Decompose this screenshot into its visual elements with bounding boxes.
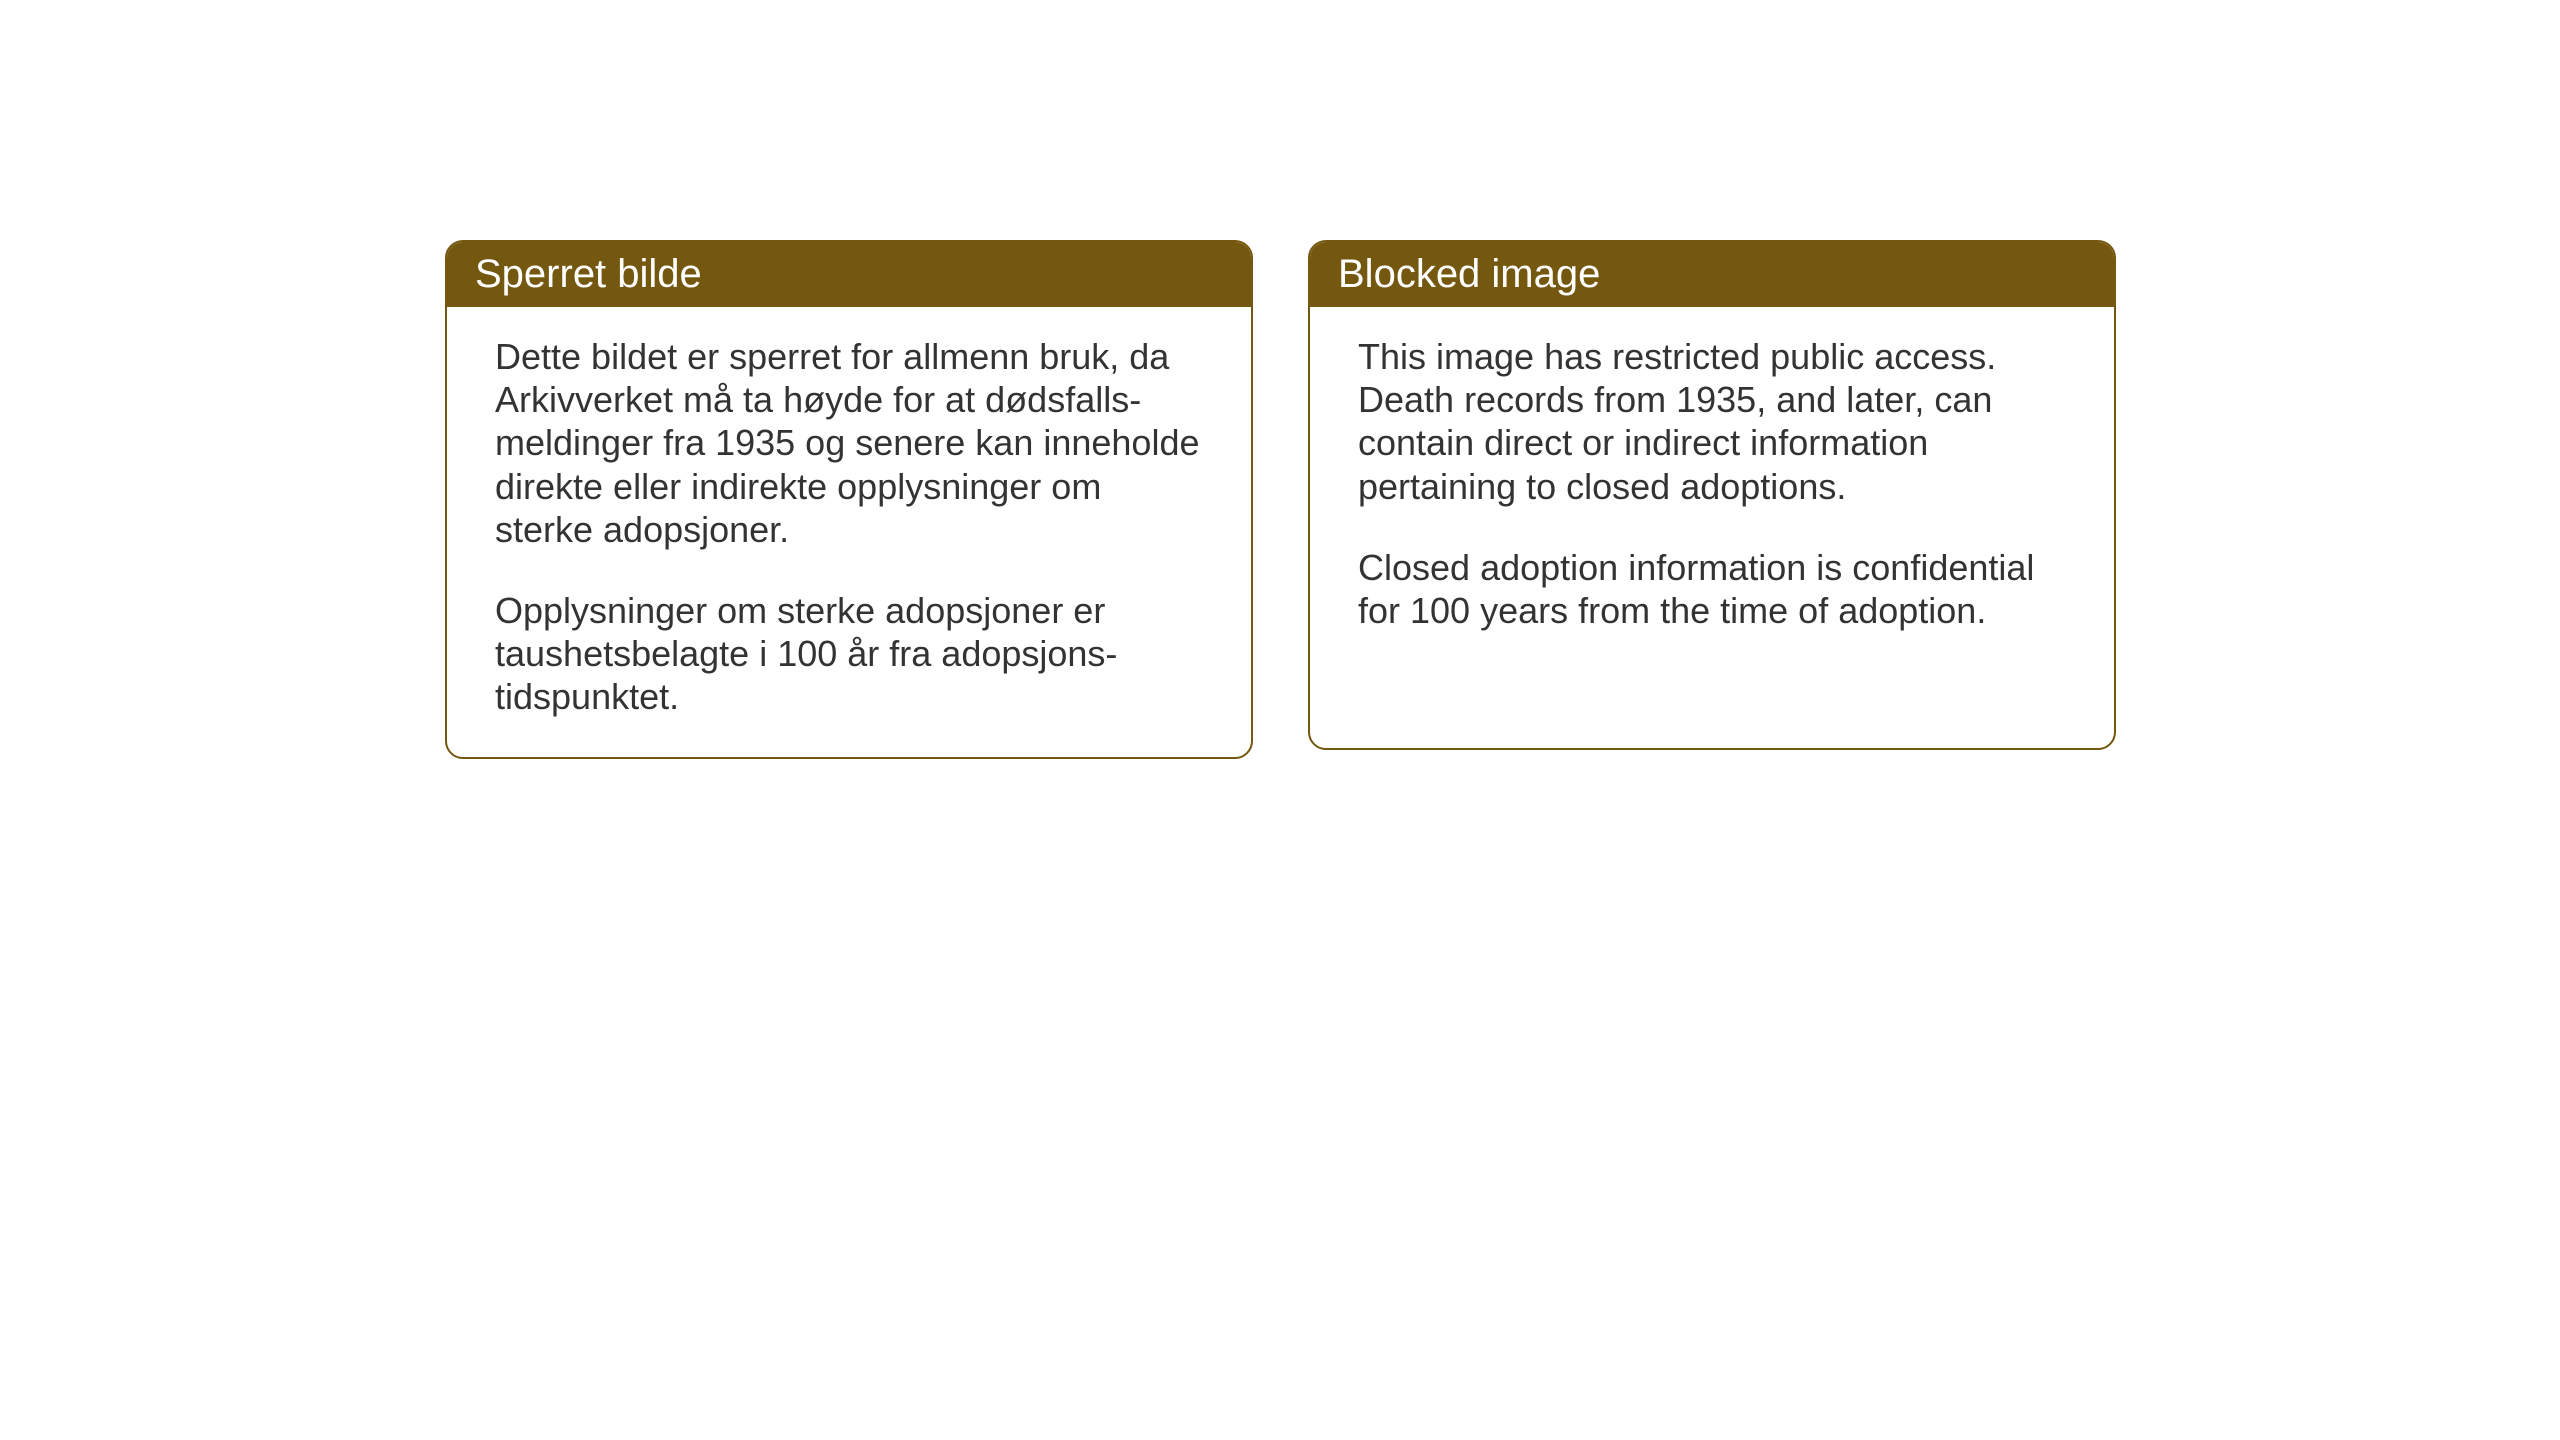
norwegian-card-title: Sperret bilde bbox=[447, 242, 1251, 307]
norwegian-card-body: Dette bildet er sperret for allmenn bruk… bbox=[447, 307, 1251, 757]
english-paragraph-1: This image has restricted public access.… bbox=[1358, 335, 2066, 508]
english-card-body: This image has restricted public access.… bbox=[1310, 307, 2114, 670]
english-notice-card: Blocked image This image has restricted … bbox=[1308, 240, 2116, 750]
norwegian-paragraph-2: Opplysninger om sterke adopsjoner er tau… bbox=[495, 589, 1203, 719]
notice-cards-container: Sperret bilde Dette bildet er sperret fo… bbox=[445, 240, 2116, 759]
english-paragraph-2: Closed adoption information is confident… bbox=[1358, 546, 2066, 632]
norwegian-paragraph-1: Dette bildet er sperret for allmenn bruk… bbox=[495, 335, 1203, 551]
english-card-title: Blocked image bbox=[1310, 242, 2114, 307]
norwegian-notice-card: Sperret bilde Dette bildet er sperret fo… bbox=[445, 240, 1253, 759]
